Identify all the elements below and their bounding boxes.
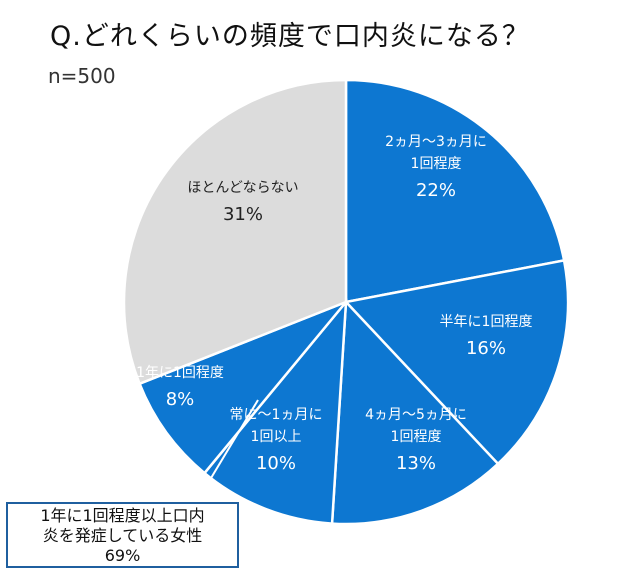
sample-size-label: n=500 (48, 64, 116, 88)
summary-callout: 1年に1回程度以上口内 炎を発症している女性 69% (6, 502, 239, 568)
slice-category-label-3: 4ヵ月～5ヵ月に (365, 407, 467, 423)
callout-leader-line (195, 399, 259, 504)
pie-slice-2 (343, 258, 570, 466)
slice-category-label-3: 1回程度 (391, 429, 442, 445)
slice-category-label-1: 1回程度 (411, 156, 462, 172)
slice-value-label-6: 31% (223, 204, 263, 225)
slice-category-label-5: 1年に1回程度 (136, 365, 224, 381)
slice-category-label-6: ほとんどならない (187, 180, 298, 196)
slice-value-label-2: 16% (466, 338, 506, 359)
slice-value-label-3: 13% (396, 453, 436, 474)
callout-line-1: 1年に1回程度以上口内 (40, 506, 205, 525)
slice-category-label-2: 半年に1回程度 (440, 314, 533, 330)
slice-category-label-4: 常に～1ヵ月に (230, 407, 323, 423)
callout-value: 69% (104, 546, 141, 565)
callout-line-2: 炎を発症している女性 (42, 526, 203, 545)
slice-category-label-4: 1回以上 (251, 429, 302, 445)
pie-slice-5 (137, 300, 347, 475)
pie-slice-3 (330, 299, 500, 526)
slice-value-label-4: 10% (256, 453, 296, 474)
slice-category-label-1: 2ヵ月～3ヵ月に (385, 134, 487, 150)
chart-title: Q.どれくらいの頻度で口内炎になる？ (50, 21, 530, 52)
pie-slice-6 (122, 78, 348, 386)
slice-value-label-1: 22% (416, 180, 456, 201)
pie-slice-1 (344, 78, 566, 304)
slice-value-label-5: 8% (166, 389, 195, 410)
